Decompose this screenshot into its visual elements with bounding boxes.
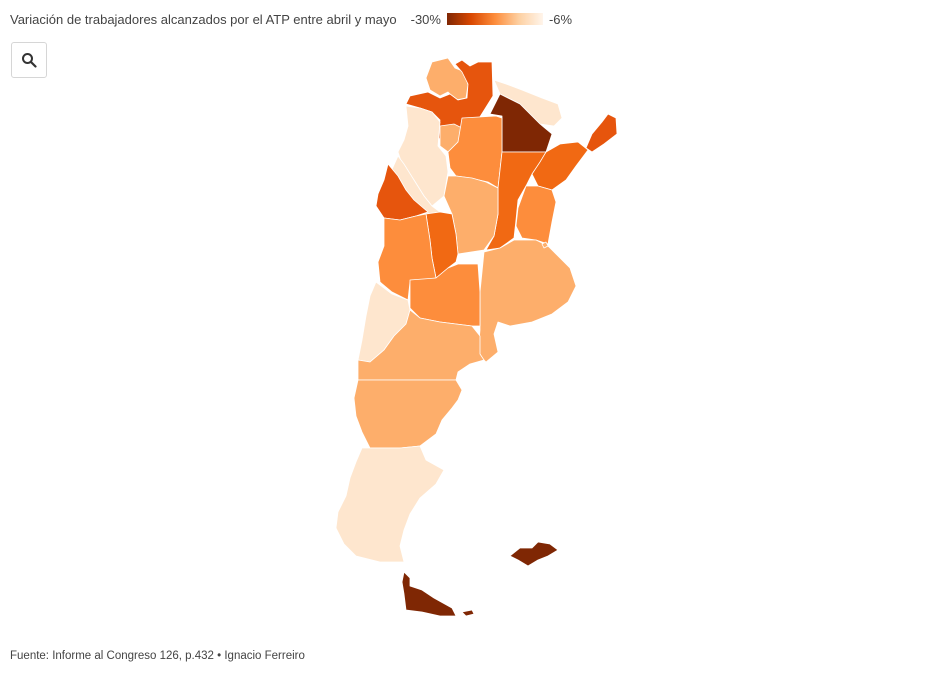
search-button[interactable] <box>11 42 47 78</box>
search-icon <box>22 53 37 68</box>
legend-title: Variación de trabajadores alcanzados por… <box>10 11 397 27</box>
province-misiones[interactable] <box>585 113 618 153</box>
province-tierra-del-fuego[interactable] <box>401 571 457 617</box>
province-salta[interactable] <box>405 59 494 151</box>
province-buenos-aires[interactable] <box>477 239 577 363</box>
legend: Variación de trabajadores alcanzados por… <box>10 9 572 29</box>
province-cordoba[interactable] <box>443 175 499 255</box>
province-santa-cruz[interactable] <box>335 445 445 563</box>
province-chubut[interactable] <box>353 379 463 449</box>
province-malvinas[interactable] <box>509 541 559 567</box>
province-entre-rios[interactable] <box>515 185 557 245</box>
legend-color-scale <box>446 13 543 25</box>
source-footer: Fuente: Informe al Congreso 126, p.432 •… <box>10 650 305 662</box>
province-caba[interactable] <box>541 241 549 249</box>
province-catamarca[interactable] <box>397 105 449 207</box>
legend-min-label: -30% <box>410 11 441 27</box>
province-tierra-del-fuego-east <box>461 609 475 617</box>
province-rio-negro[interactable] <box>357 309 485 381</box>
legend-max-label: -6% <box>548 11 573 27</box>
